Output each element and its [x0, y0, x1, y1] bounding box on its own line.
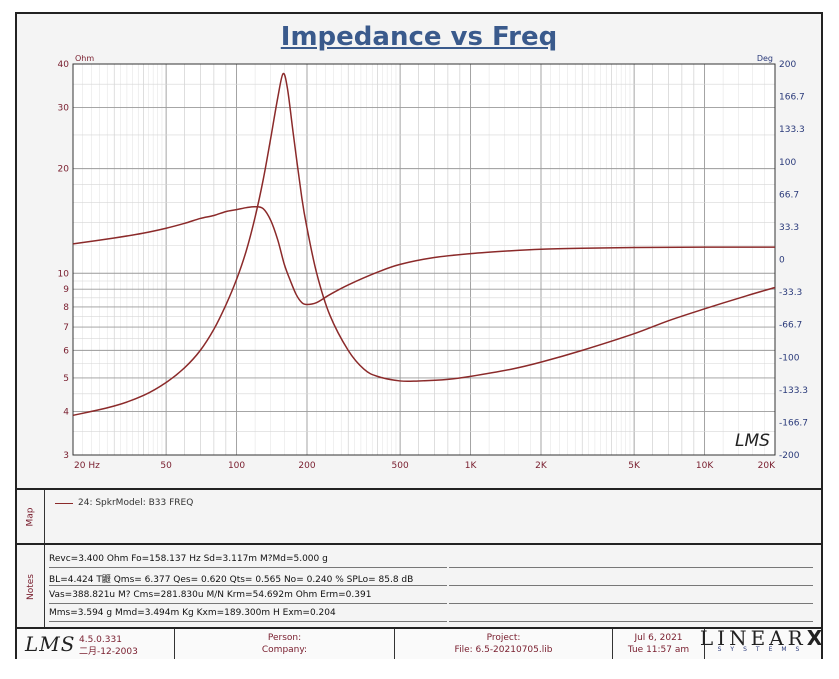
footer: LMS 4.5.0.331 二月-12-2003 Person: Company… [17, 627, 822, 659]
brand-x: X [806, 626, 827, 650]
y-left-tick-label: 3 [63, 451, 69, 461]
y-right-tick-label: -166.7 [779, 418, 808, 428]
project-label: Project: [486, 633, 521, 643]
map-label: Map [25, 507, 36, 527]
linearx-logo: LINEARX [700, 628, 826, 648]
plot-border [72, 63, 776, 456]
y-right-tick-label: -33.3 [779, 288, 802, 298]
x-tick-label: 1K [465, 461, 478, 471]
person-label: Person: [267, 633, 302, 643]
chart-title: Impedance vs Freq [280, 22, 558, 52]
x-tick-label: 20K [758, 461, 776, 471]
map-section: Map 24: SpkrModel: B33 FREQ [17, 488, 821, 544]
note-rule [449, 585, 813, 586]
note-rule [49, 567, 447, 568]
x-tick-label: 2K [535, 461, 548, 471]
x-tick-label: 50 [160, 461, 172, 471]
company-label: Company: [261, 645, 308, 655]
lms-logo: LMS [25, 632, 76, 656]
y-right-tick-label: -200 [779, 451, 800, 461]
notes-label-cell: Notes [17, 545, 45, 629]
series-layer [72, 72, 776, 417]
x-tick-label: 100 [228, 461, 245, 471]
y-left-tick-label: 30 [58, 103, 70, 113]
y-left-tick-label: 10 [58, 269, 70, 279]
y-right-unit: Deg [757, 54, 773, 63]
x-tick-label: 500 [392, 461, 409, 471]
map-entry[interactable]: 24: SpkrModel: B33 FREQ [55, 498, 193, 508]
note-rule [49, 603, 447, 604]
series-line-phase [72, 205, 776, 306]
y-left-tick-label: 40 [58, 60, 70, 70]
note-rule [449, 603, 813, 604]
footer-brand-cell: LINEARX SYSTEMS [700, 628, 822, 659]
y-right-tick-label: 100 [779, 158, 796, 168]
impedance-chart: 3 4 5 6 7 8 9 10 20 30 40 Ohm 200 166.7 133.3 100 66.7 33… [58, 54, 808, 471]
y-left-tick-label: 4 [63, 408, 69, 418]
note-rule [449, 567, 813, 568]
y-left-unit: Ohm [75, 54, 94, 63]
chart-area: 3 4 5 6 7 8 9 10 20 30 40 Ohm 200 166.7 133.3 100 66.7 33… [17, 14, 821, 486]
series-line-impedance [72, 72, 776, 417]
y-right-tick-label: 200 [779, 60, 796, 70]
y-right-tick-label: 166.7 [779, 93, 805, 103]
report-date: Jul 6, 2021 [634, 633, 683, 643]
report-frame: 3 4 5 6 7 8 9 10 20 30 40 Ohm 200 166.7 133.3 100 66.7 33… [15, 12, 823, 659]
map-label-cell: Map [17, 490, 45, 544]
y-left-tick-label: 7 [63, 323, 69, 333]
y-right-tick-label: -66.7 [779, 321, 802, 331]
map-entry-label: 24: SpkrModel: B33 FREQ [78, 498, 194, 508]
y-left-tick-label: 9 [63, 285, 69, 295]
x-tick-label: 20 Hz [74, 461, 100, 471]
notes-label: Notes [25, 574, 36, 600]
footer-project-cell: Project: File: 6.5-20210705.lib [395, 629, 613, 659]
grid-layer [72, 63, 776, 456]
y-left-tick-label: 8 [63, 303, 69, 313]
x-tick-label: 10K [696, 461, 714, 471]
y-right-tick-label: 66.7 [779, 190, 799, 200]
note-rule [449, 621, 813, 622]
y-right-tick-label: -100 [779, 353, 800, 363]
note-line-1: Revc=3.400 Ohm Fo=158.137 Hz Sd=3.117m M… [49, 554, 328, 564]
x-tick-label: 200 [298, 461, 315, 471]
note-rule [49, 585, 447, 586]
footer-date-cell: Jul 6, 2021 Tue 11:57 am [613, 629, 705, 659]
lms-watermark: LMS [735, 431, 770, 451]
y-left-tick-label: 20 [58, 165, 70, 175]
version-number: 4.5.0.331 [79, 635, 122, 645]
report-time: Tue 11:57 am [627, 645, 690, 655]
footer-version-cell: LMS 4.5.0.331 二月-12-2003 [17, 629, 175, 659]
version-info: 4.5.0.331 二月-12-2003 [79, 634, 138, 658]
y-right-tick-label: 33.3 [779, 223, 799, 233]
series-swatch [55, 502, 73, 504]
note-line-4: Mms=3.594 g Mmd=3.494m Kg Kxm=189.300m H… [49, 608, 336, 618]
axis-layer: 3 4 5 6 7 8 9 10 20 30 40 Ohm 200 166.7 133.3 100 66.7 33… [58, 54, 808, 471]
footer-person-cell: Person: Company: [175, 629, 395, 659]
note-rule [49, 621, 447, 622]
y-left-tick-label: 5 [63, 374, 69, 384]
y-right-tick-label: 133.3 [779, 125, 805, 135]
build-date: 二月-12-2003 [79, 647, 138, 657]
note-line-2: BL=4.424 T鼴 Qms= 6.377 Qes= 0.620 Qts= 0… [49, 575, 414, 585]
notes-section: Notes Revc=3.400 Ohm Fo=158.137 Hz Sd=3.… [17, 543, 821, 629]
brand-sub: SYSTEMS [717, 646, 809, 653]
note-line-3: Vas=388.821u M? Cms=281.830u M/N Krm=54.… [49, 590, 372, 600]
x-tick-label: 5K [628, 461, 641, 471]
y-left-tick-label: 6 [63, 346, 69, 356]
y-right-tick-label: -133.3 [779, 386, 808, 396]
y-right-tick-label: 0 [779, 256, 785, 266]
file-label: File: 6.5-20210705.lib [454, 645, 553, 655]
brand-main: LINEAR [699, 626, 807, 650]
